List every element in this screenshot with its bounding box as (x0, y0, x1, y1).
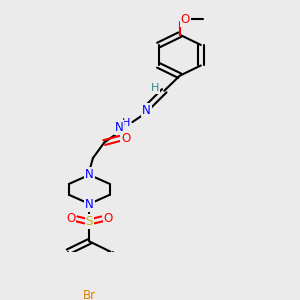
Text: N: N (85, 198, 94, 211)
Text: O: O (103, 212, 113, 225)
Text: H: H (122, 118, 130, 128)
Text: Br: Br (83, 289, 96, 300)
Text: N: N (85, 168, 94, 181)
Text: H: H (151, 83, 160, 93)
Text: O: O (66, 212, 75, 225)
Text: N: N (142, 103, 151, 116)
Text: N: N (115, 121, 124, 134)
Text: O: O (180, 13, 190, 26)
Text: O: O (121, 132, 130, 145)
Text: S: S (86, 215, 93, 228)
